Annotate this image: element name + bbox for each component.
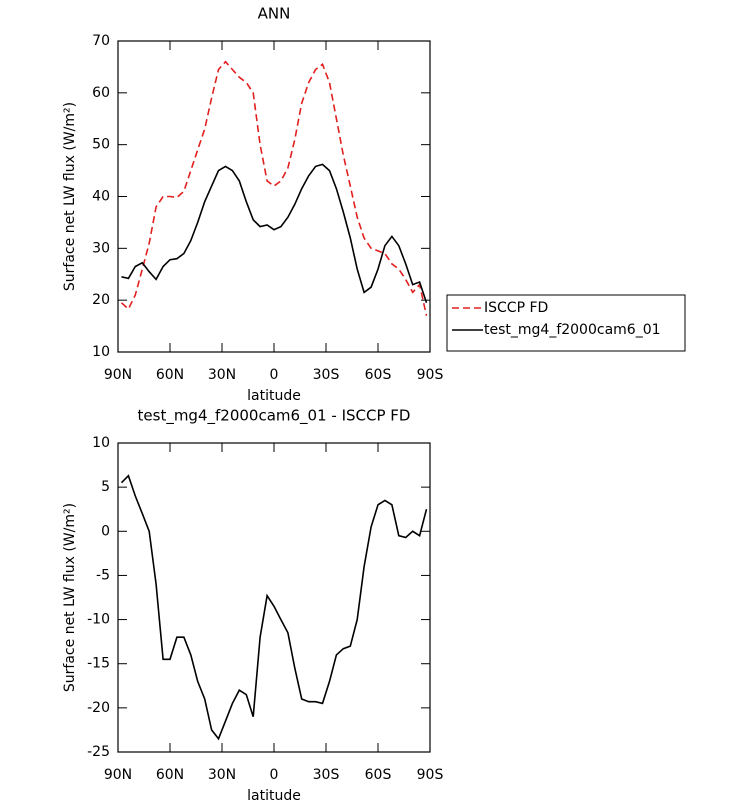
legend-label: ISCCP FD [484, 300, 548, 316]
data-line [120, 60, 428, 316]
y-tick-label: 60 [92, 85, 110, 101]
y-tick-label: -10 [87, 612, 110, 628]
y-tick-label: -25 [87, 744, 110, 760]
x-tick-label: 60S [365, 767, 392, 783]
chart-title: test_mg4_f2000cam6_01 - ISCCP FD [138, 407, 411, 426]
x-tick-label: 90S [417, 367, 444, 383]
chart-title: ANN [258, 5, 291, 23]
x-tick-label: 30N [208, 767, 236, 783]
y-axis-label: Surface net LW flux (W/m²) [62, 503, 78, 692]
y-tick-label: -20 [87, 700, 110, 716]
data-line [121, 163, 428, 304]
x-tick-label: 90N [104, 767, 132, 783]
y-tick-label: 0 [101, 523, 110, 539]
x-axis-label: latitude [247, 388, 301, 404]
x-tick-label: 60N [156, 367, 184, 383]
y-tick-label: 50 [92, 137, 110, 153]
y-tick-label: 5 [101, 479, 110, 495]
x-tick-label: 30N [208, 367, 236, 383]
y-tick-label: -5 [96, 567, 110, 583]
data-line [120, 474, 428, 741]
plot-frame [117, 442, 431, 753]
x-tick-label: 60S [365, 367, 392, 383]
x-tick-label: 30S [313, 367, 340, 383]
y-tick-label: 40 [92, 189, 110, 205]
x-tick-label: 60N [156, 767, 184, 783]
y-tick-label: -15 [87, 656, 110, 672]
x-axis-label: latitude [247, 788, 301, 804]
x-tick-label: 0 [270, 767, 279, 783]
y-axis-label: Surface net LW flux (W/m²) [62, 102, 78, 291]
legend-label: test_mg4_f2000cam6_01 [484, 322, 661, 338]
legend-box [446, 294, 686, 352]
y-tick-label: 10 [92, 435, 110, 451]
y-tick-label: 20 [92, 292, 110, 308]
x-tick-label: 30S [313, 767, 340, 783]
y-tick-label: 70 [92, 33, 110, 49]
x-tick-label: 0 [270, 367, 279, 383]
plot-frame [117, 40, 431, 353]
x-tick-label: 90S [417, 767, 444, 783]
y-tick-label: 30 [92, 240, 110, 256]
x-tick-label: 90N [104, 367, 132, 383]
y-tick-label: 10 [92, 344, 110, 360]
